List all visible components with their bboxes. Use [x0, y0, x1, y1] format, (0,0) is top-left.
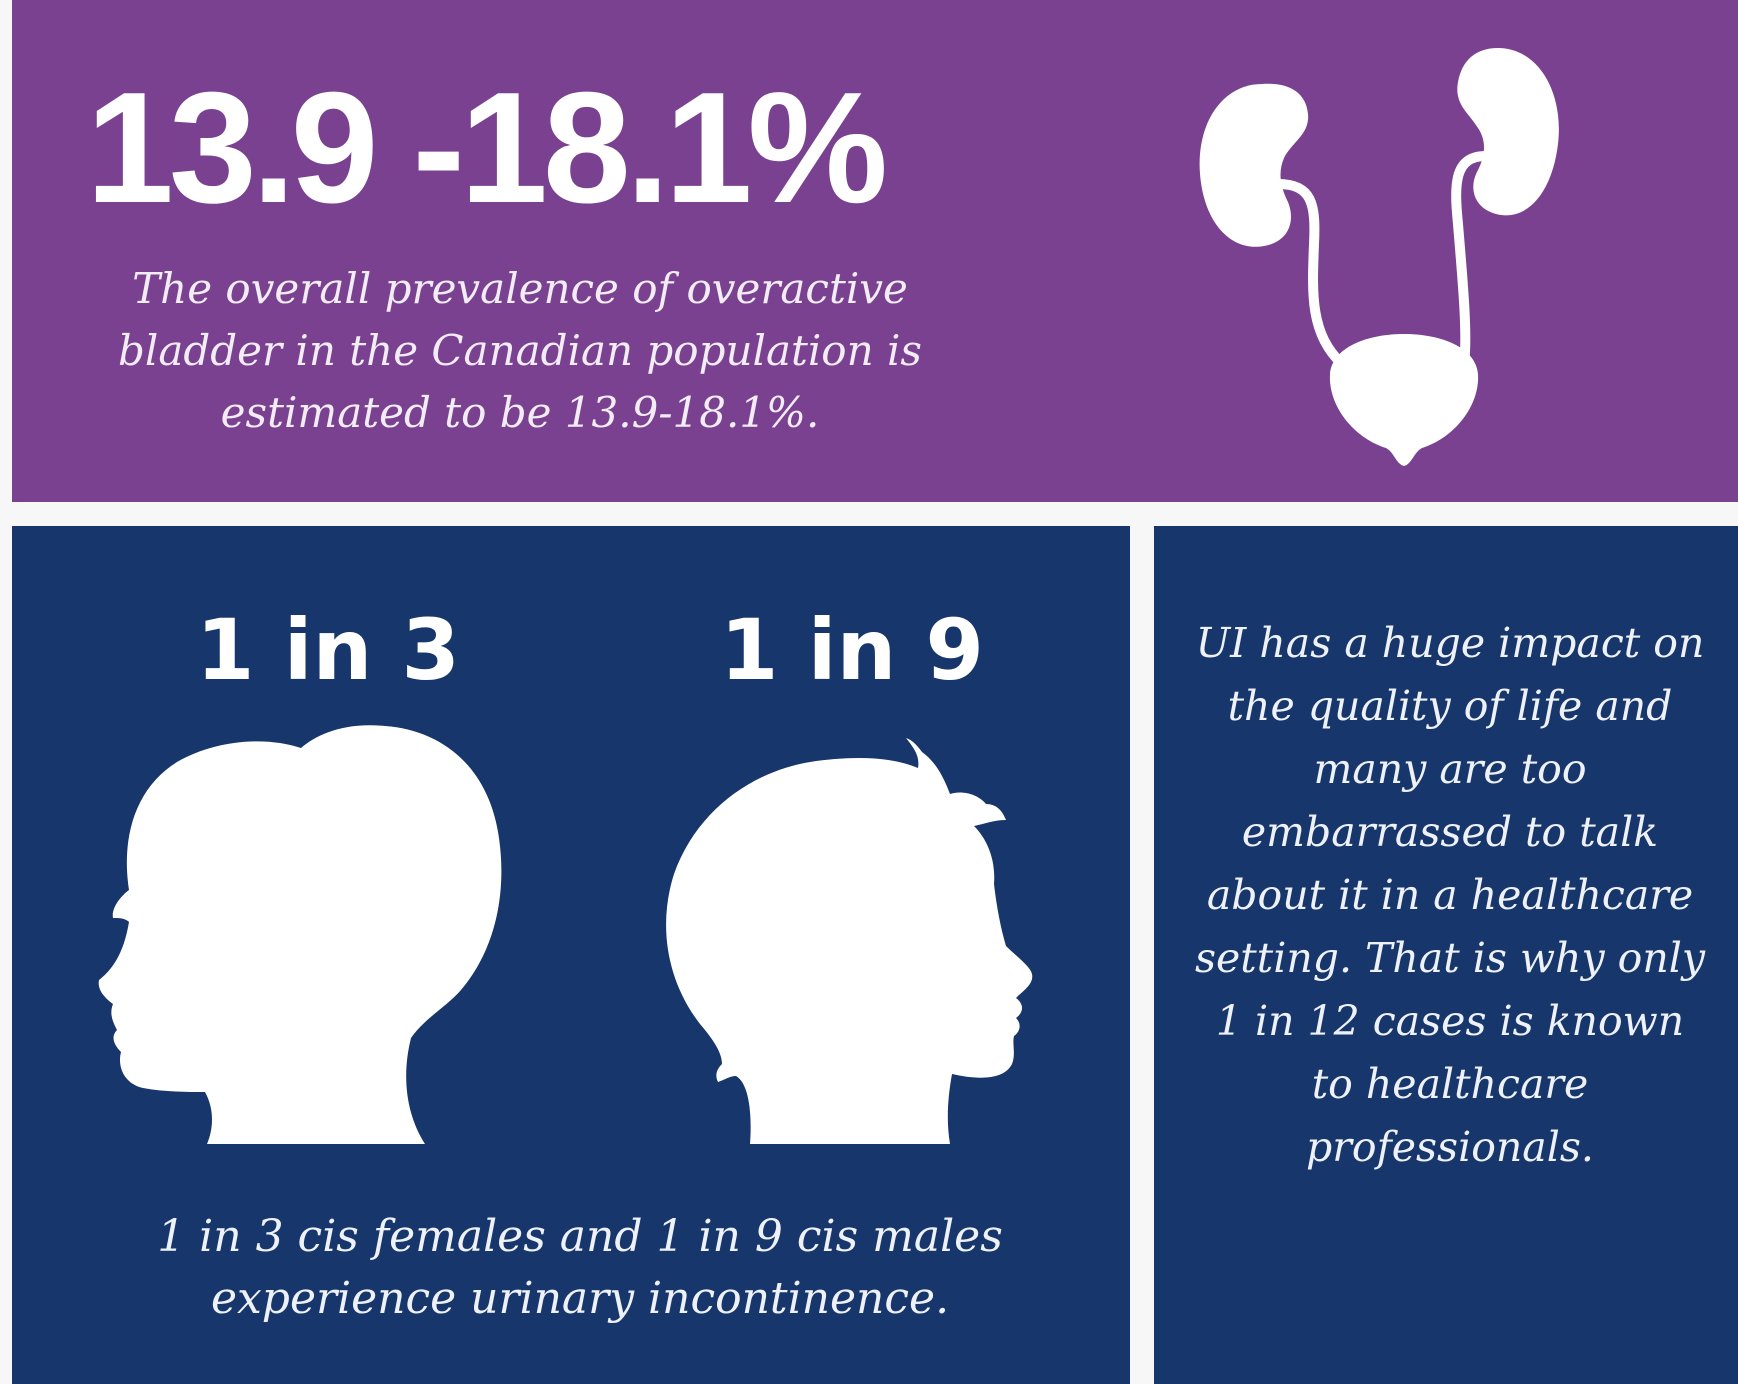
- male-ratio: 1 in 9: [720, 601, 984, 699]
- impact-text: UI has a huge impact on the quality of l…: [1194, 619, 1706, 1171]
- prevalence-headline: 13.9 -18.1%: [86, 60, 888, 236]
- impact-panel: [1154, 526, 1738, 1384]
- male-head-silhouette-icon: [666, 738, 1033, 1144]
- female-ratio: 1 in 3: [196, 601, 460, 699]
- urinary-system-icon: [1199, 48, 1559, 466]
- prevalence-description: The overall prevalence of overactive bla…: [118, 264, 922, 437]
- female-head-silhouette-icon: [98, 725, 502, 1144]
- incontinence-caption: 1 in 3 cis females and 1 in 9 cis males …: [157, 1211, 1003, 1324]
